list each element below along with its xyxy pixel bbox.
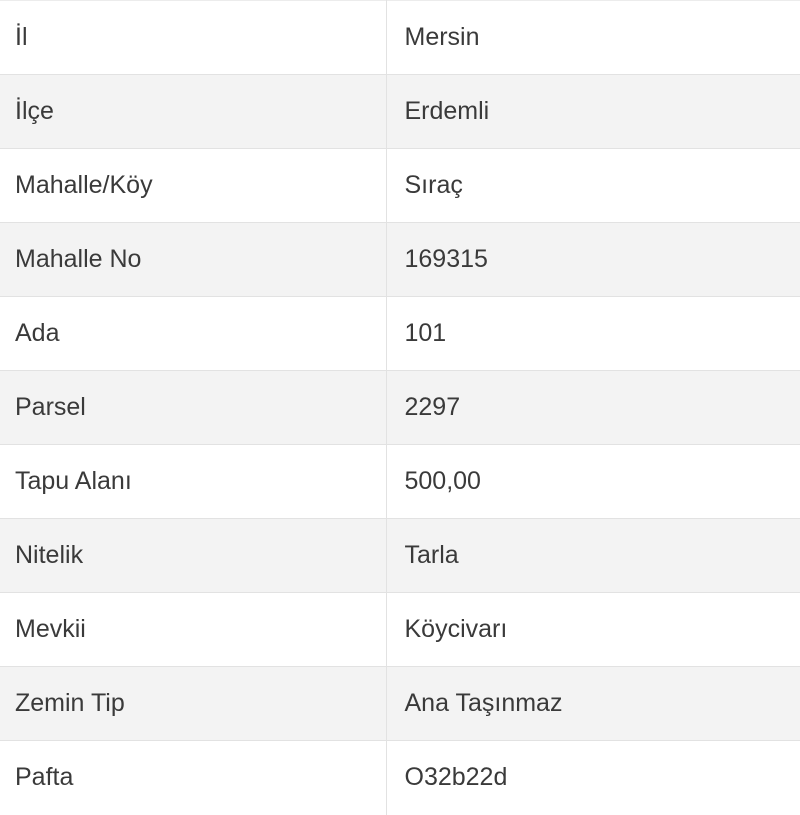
row-label: İl (0, 0, 387, 75)
row-value: 2297 (386, 370, 800, 445)
row-value: 500,00 (386, 444, 800, 519)
row-value: Ana Taşınmaz (386, 666, 800, 741)
row-value: Köycivarı (386, 592, 800, 667)
row-label: Nitelik (0, 518, 387, 593)
table-row: Mahalle No 169315 (0, 222, 800, 297)
table-row: Parsel 2297 (0, 370, 800, 445)
row-label: Ada (0, 296, 387, 371)
table-row: Pafta O32b22d (0, 740, 800, 815)
table-row: İl Mersin (0, 0, 800, 75)
row-value: Mersin (386, 0, 800, 75)
row-label: Mahalle/Köy (0, 148, 387, 223)
table-row: Mahalle/Köy Sıraç (0, 148, 800, 223)
row-label: Pafta (0, 740, 387, 815)
row-label: Parsel (0, 370, 387, 445)
row-value: O32b22d (386, 740, 800, 815)
row-value: Sıraç (386, 148, 800, 223)
table-row: Tapu Alanı 500,00 (0, 444, 800, 519)
row-value: Erdemli (386, 74, 800, 149)
row-label: Mevkii (0, 592, 387, 667)
row-value: Tarla (386, 518, 800, 593)
table-row: İlçe Erdemli (0, 74, 800, 149)
row-label: Zemin Tip (0, 666, 387, 741)
row-label: Tapu Alanı (0, 444, 387, 519)
table-row: Zemin Tip Ana Taşınmaz (0, 666, 800, 741)
row-label: Mahalle No (0, 222, 387, 297)
table-row: Nitelik Tarla (0, 518, 800, 593)
row-label: İlçe (0, 74, 387, 149)
row-value: 169315 (386, 222, 800, 297)
table-row: Mevkii Köycivarı (0, 592, 800, 667)
table-row: Ada 101 (0, 296, 800, 371)
row-value: 101 (386, 296, 800, 371)
